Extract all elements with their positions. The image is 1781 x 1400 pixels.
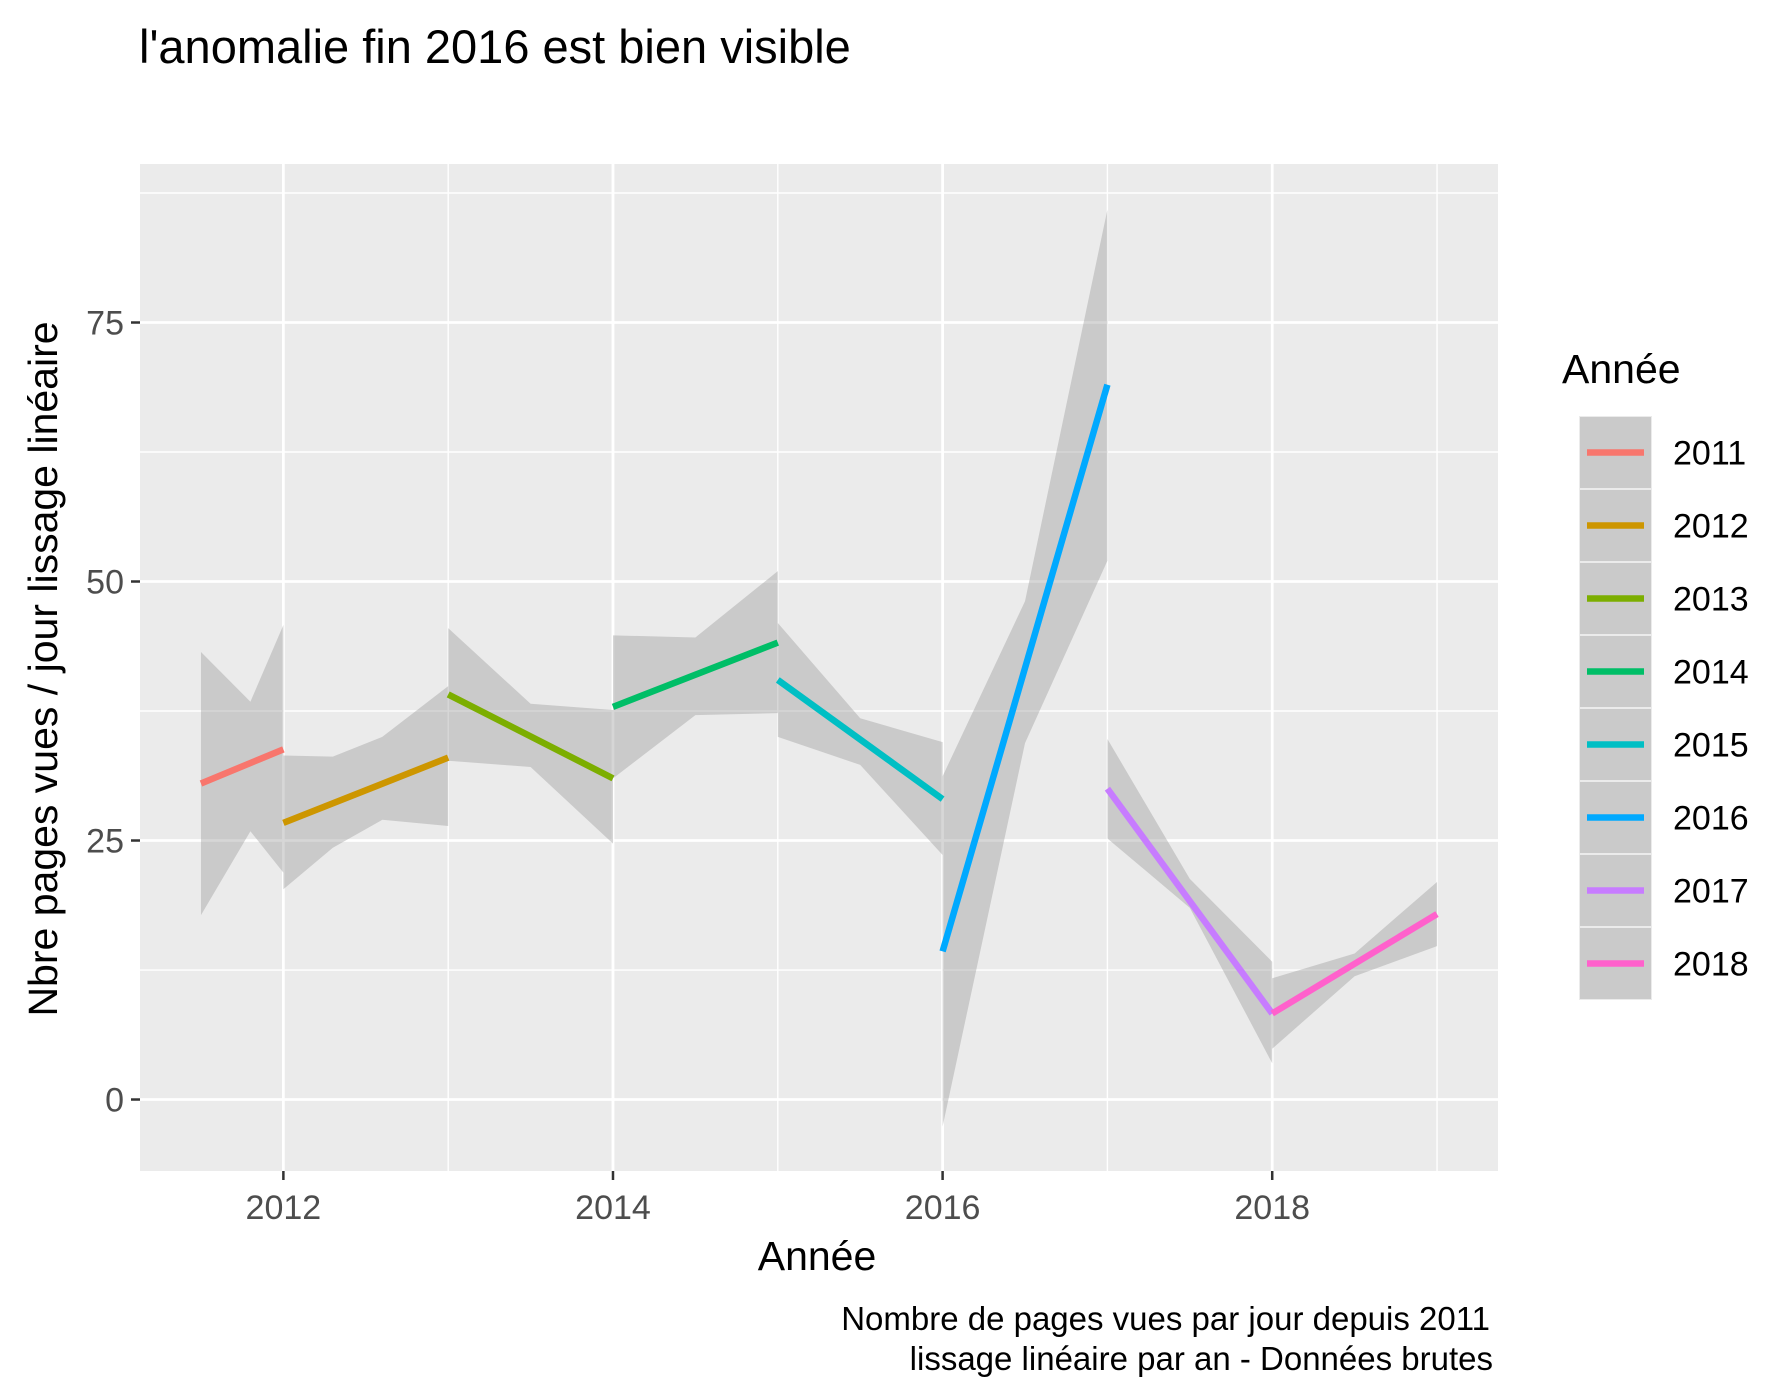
legend: Année 2011 2012 2013 2014 2015 2016 2017 2018 bbox=[1562, 346, 1749, 1000]
y-axis-title: Nbre pages vues / jour lissage linéaire bbox=[20, 321, 66, 1016]
x-tick-label: 2016 bbox=[905, 1189, 981, 1227]
legend-label-2013: 2013 bbox=[1673, 581, 1749, 619]
series-line-2012 bbox=[282, 754, 450, 826]
major-gridlines bbox=[140, 164, 1498, 1171]
legend-label-2012: 2012 bbox=[1673, 508, 1749, 546]
legend-label-2014: 2014 bbox=[1673, 654, 1749, 692]
chart-title: l'anomalie fin 2016 est bien visible bbox=[139, 20, 851, 73]
legend-label-2015: 2015 bbox=[1673, 727, 1749, 765]
y-tick-label: 0 bbox=[105, 1082, 124, 1120]
legend-title: Année bbox=[1562, 346, 1681, 392]
series-lines bbox=[199, 383, 1439, 1017]
caption-line-1: Nombre de pages vues par jour depuis 201… bbox=[841, 1300, 1490, 1337]
legend-label-2017: 2017 bbox=[1673, 873, 1749, 911]
x-tick-label: 2018 bbox=[1234, 1189, 1310, 1227]
caption-line-2: lissage linéaire par an - Données brutes bbox=[910, 1340, 1493, 1377]
y-tick-label: 50 bbox=[86, 564, 124, 602]
y-tick-label: 75 bbox=[86, 305, 124, 343]
series-line-2018 bbox=[1270, 911, 1439, 1017]
series-line-2013 bbox=[446, 691, 615, 782]
series-line-2014 bbox=[611, 639, 779, 710]
y-tick-label: 25 bbox=[86, 823, 124, 861]
y-axis: 0 25 50 75 bbox=[86, 305, 140, 1120]
legend-label-2018: 2018 bbox=[1673, 946, 1749, 984]
x-axis-title: Année bbox=[758, 1233, 877, 1279]
legend-label-2016: 2016 bbox=[1673, 800, 1749, 838]
series-line-2011 bbox=[199, 746, 285, 787]
series-line-2017 bbox=[1104, 786, 1275, 1016]
confidence-band-2011 bbox=[200, 625, 284, 916]
x-tick-label: 2014 bbox=[575, 1189, 651, 1227]
x-tick-label: 2012 bbox=[246, 1189, 322, 1227]
x-axis: 2012 2014 2016 2018 bbox=[246, 1171, 1310, 1227]
series-line-2016 bbox=[939, 383, 1111, 953]
series-line-2015 bbox=[775, 677, 945, 802]
legend-label-2011: 2011 bbox=[1673, 435, 1746, 473]
